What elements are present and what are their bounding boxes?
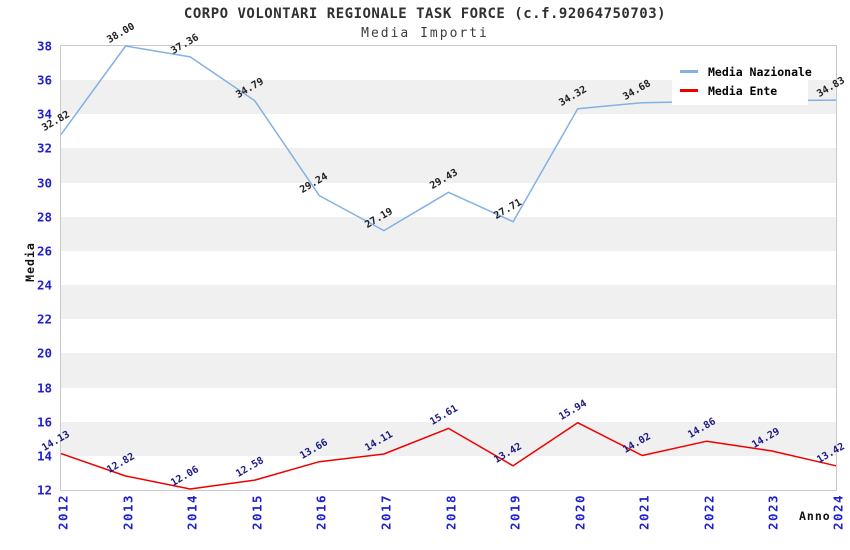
x-tick-label: 2012 [55,493,71,531]
y-tick-label: 24 [36,277,52,293]
y-tick-label: 20 [36,345,52,361]
y-tick-label: 34 [36,106,52,122]
y-tick-label: 36 [36,72,52,88]
y-tick-label: 14 [36,448,52,464]
legend-line-swatch-icon [680,70,698,73]
y-tick-label: 22 [36,311,52,327]
chart-subtitle: Media Importi [361,26,489,41]
x-tick-label: 2013 [120,493,136,531]
x-tick-label: 2014 [184,493,200,531]
y-tick-label: 28 [36,209,52,225]
x-tick-label: 2019 [507,493,523,531]
x-tick-label: 2018 [443,493,458,531]
y-tick-label: 38 [36,38,52,54]
x-tick-label: 2016 [313,493,329,531]
y-tick-label: 26 [36,243,52,259]
chart-title: CORPO VOLONTARI REGIONALE TASK FORCE (c.… [183,6,667,22]
x-tick-label: 2020 [572,493,588,531]
legend-label: Media Ente [708,83,778,98]
x-tick-label: 2015 [249,493,265,531]
legend-line-swatch-icon [680,89,698,92]
plot-area [60,45,837,491]
x-tick-label: 2022 [701,493,717,531]
grid-band [61,285,836,320]
y-tick-label: 32 [36,140,52,156]
data-point-label: 38.00 [104,21,137,46]
x-tick-label: 2024 [830,493,846,531]
grid-band [61,421,836,456]
x-axis-title: Anno [799,509,831,523]
x-tick-label: 2023 [765,493,781,531]
x-tick-label: 2021 [636,493,652,531]
grid-band [61,216,836,251]
legend-label: Media Nazionale [708,64,812,79]
legend-item: Media Ente [680,81,802,100]
grid-band [61,353,836,388]
y-tick-label: 12 [36,482,52,498]
y-tick-label: 18 [36,380,52,396]
y-tick-label: 30 [36,175,52,191]
y-tick-label: 16 [36,414,52,430]
x-tick-label: 2017 [378,493,394,531]
legend: Media Nazionale Media Ente [672,57,812,105]
legend-item: Media Nazionale [680,62,812,81]
